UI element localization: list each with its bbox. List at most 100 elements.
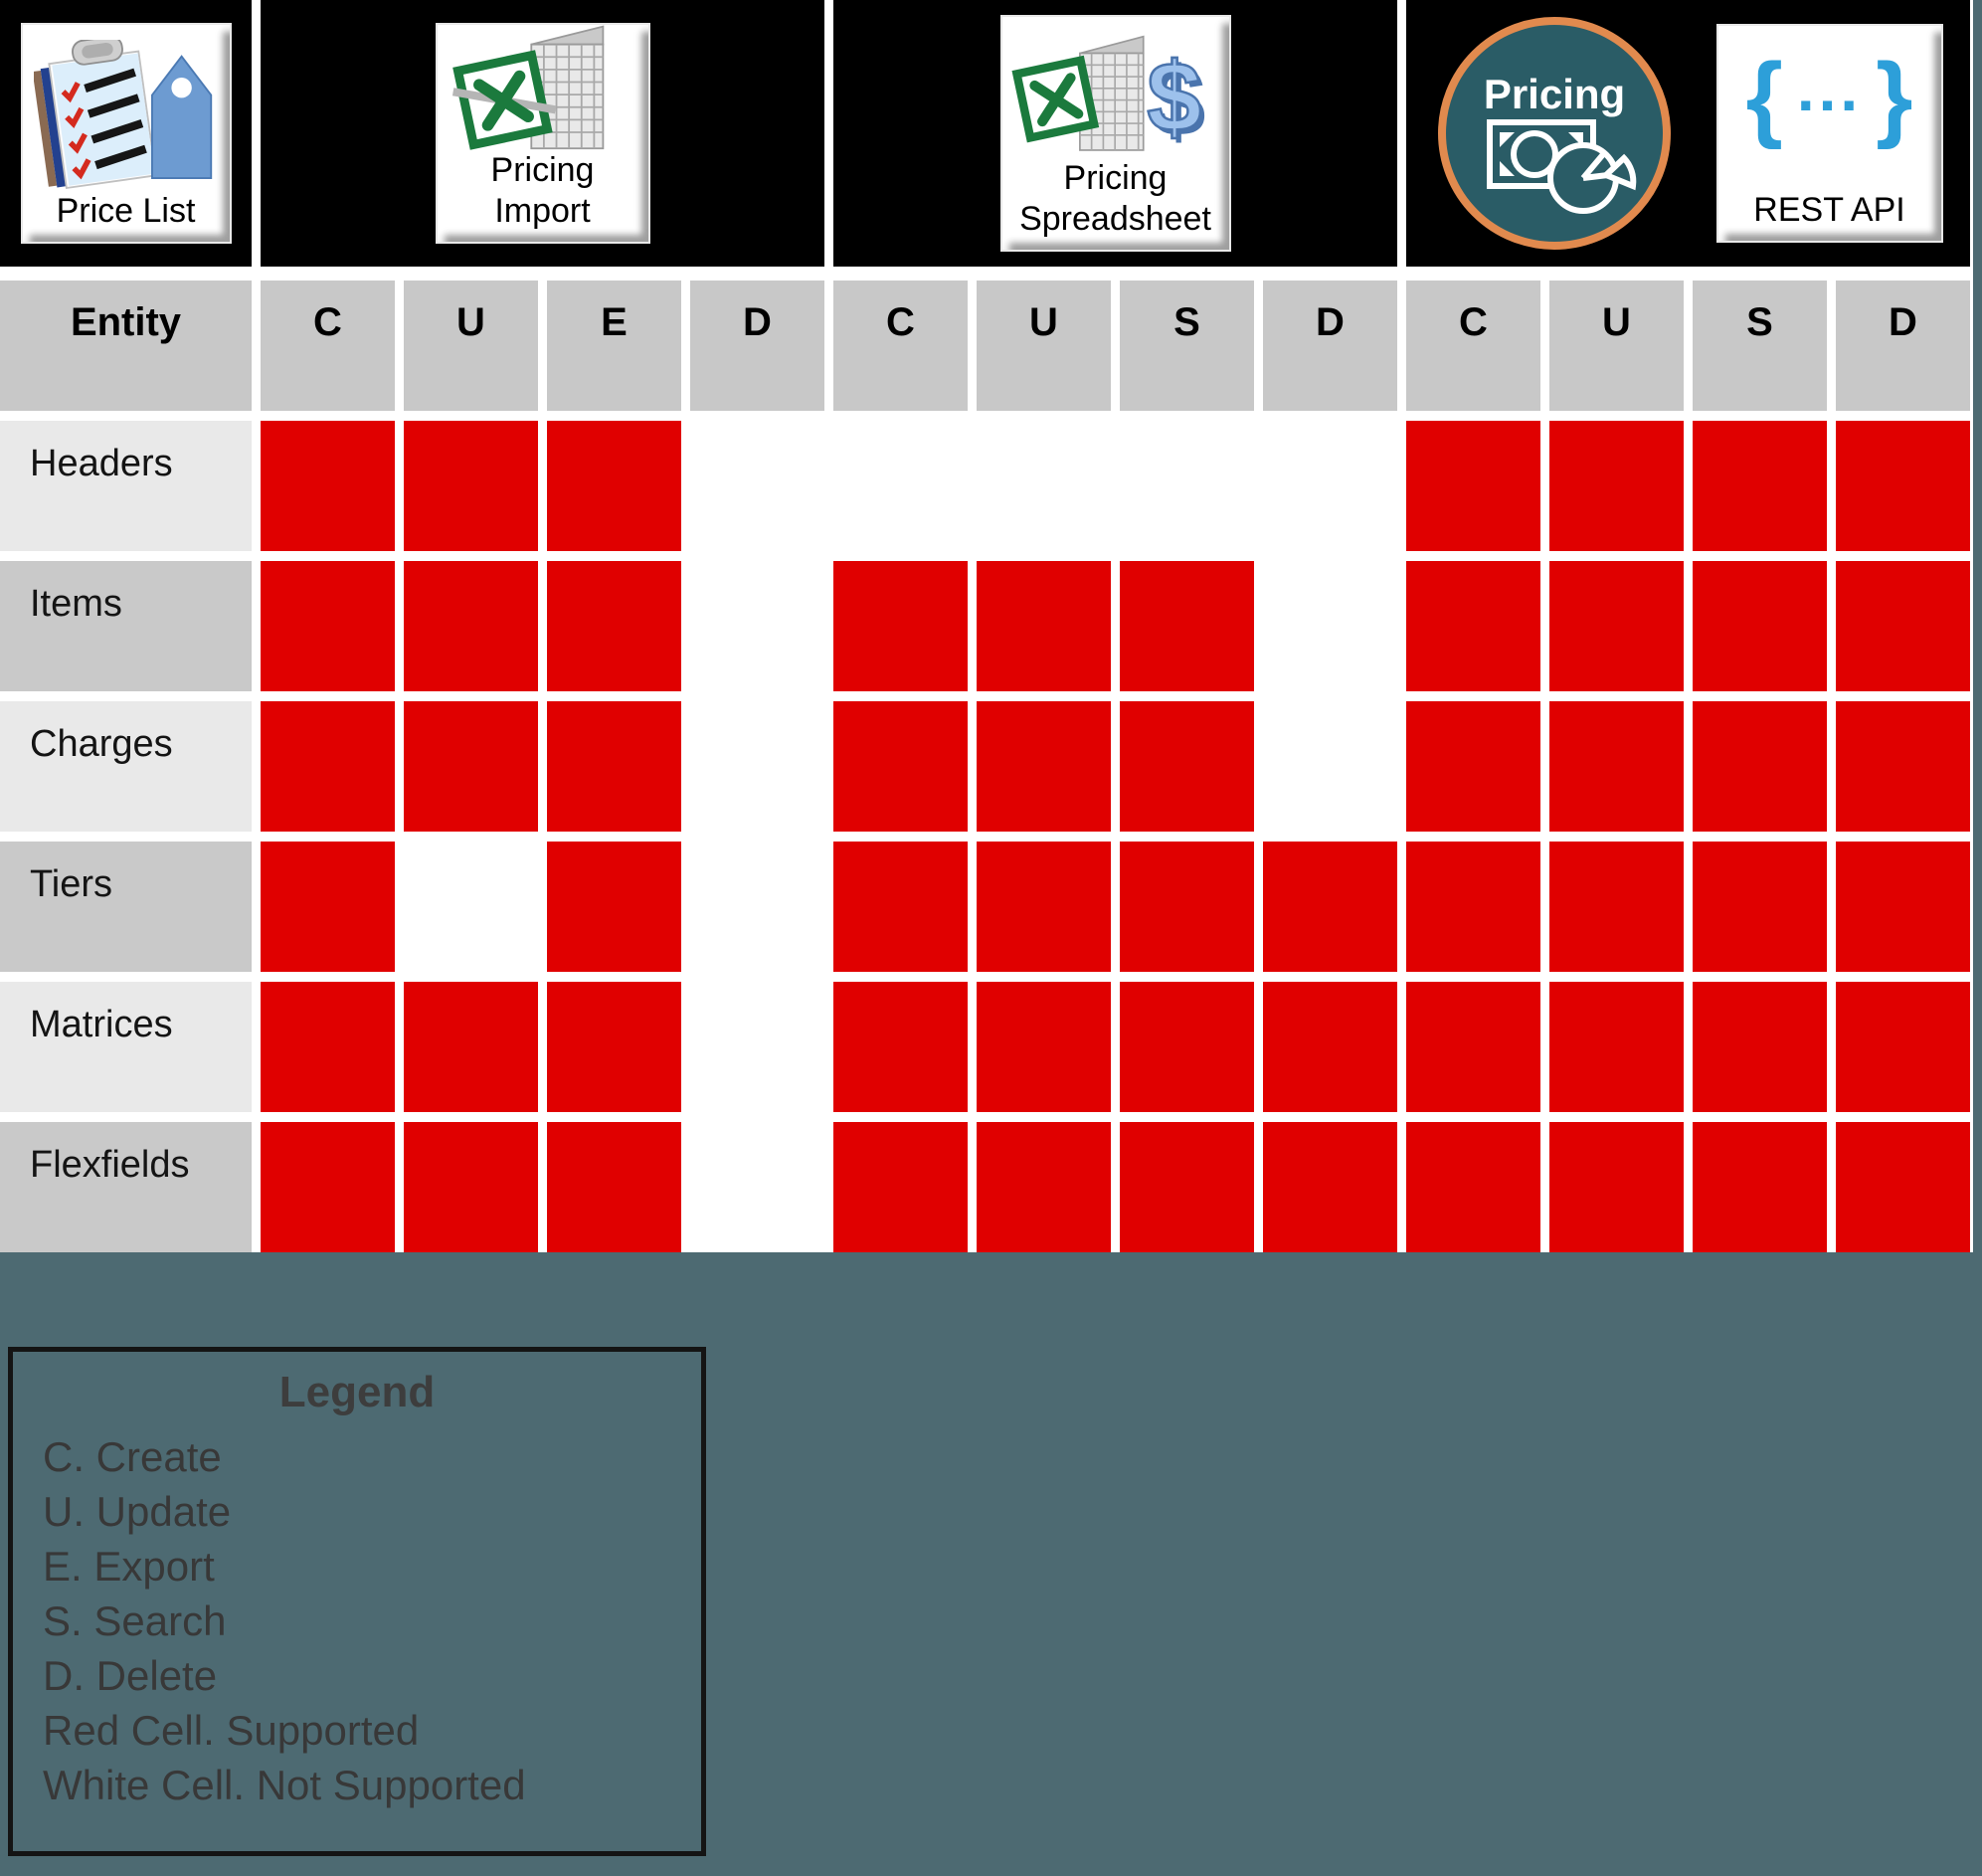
entity-row-label-charges: Charges xyxy=(0,701,252,832)
matrix-cell-tiers-7 xyxy=(1120,842,1254,972)
matrix-cell-flexfields-5 xyxy=(833,1122,968,1252)
pricing-badge[interactable]: Pricing xyxy=(1434,13,1675,254)
column-header-2: U xyxy=(404,281,538,411)
dollar-icon: $ $ xyxy=(1145,42,1205,157)
matrix-cell-flexfields-1 xyxy=(261,1122,395,1252)
matrix-cell-tiers-9 xyxy=(1406,842,1540,972)
matrix-cell-items-4 xyxy=(690,561,824,691)
legend-title: Legend xyxy=(278,1368,436,1416)
matrix-cell-flexfields-10 xyxy=(1549,1122,1684,1252)
column-header-7: S xyxy=(1120,281,1254,411)
matrix-cell-headers-8 xyxy=(1263,421,1397,551)
column-header-5: C xyxy=(833,281,968,411)
matrix-cell-matrices-10 xyxy=(1549,982,1684,1112)
column-header-8: D xyxy=(1263,281,1397,411)
price-list-icon xyxy=(33,40,212,190)
matrix-cell-matrices-3 xyxy=(547,982,681,1112)
brace-close: } xyxy=(1876,44,1913,150)
pricing-import-label-line1: Pricing xyxy=(490,151,595,190)
pricing-spreadsheet-label-line2: Spreadsheet xyxy=(1019,200,1211,239)
legend-notes: Red Cell. Supported White Cell. Not Suppo… xyxy=(13,1703,701,1812)
legend-note-1: Red Cell. Supported xyxy=(43,1707,420,1754)
pricing-import-block: Pricing Import xyxy=(261,0,824,267)
matrix-cell-flexfields-12 xyxy=(1836,1122,1970,1252)
pricing-import-button[interactable]: Pricing Import xyxy=(435,23,650,244)
matrix-cell-matrices-9 xyxy=(1406,982,1540,1112)
matrix-cell-charges-2 xyxy=(404,701,538,832)
entity-row-label-headers: Headers xyxy=(0,421,252,551)
matrix-cell-flexfields-8 xyxy=(1263,1122,1397,1252)
matrix-cell-headers-4 xyxy=(690,421,824,551)
matrix-cell-tiers-12 xyxy=(1836,842,1970,972)
matrix-cell-matrices-7 xyxy=(1120,982,1254,1112)
matrix-cell-flexfields-3 xyxy=(547,1122,681,1252)
matrix-cell-items-8 xyxy=(1263,561,1397,691)
pricing-badge-label: Pricing xyxy=(1483,71,1624,117)
matrix-cell-tiers-3 xyxy=(547,842,681,972)
matrix-cell-tiers-1 xyxy=(261,842,395,972)
matrix-cell-charges-12 xyxy=(1836,701,1970,832)
price-list-block: Price List xyxy=(0,0,252,267)
spreadsheet-grid-icon xyxy=(529,25,604,150)
pricing-spreadsheet-label: Pricing Spreadsheet xyxy=(1019,158,1211,240)
matrix-cell-charges-9 xyxy=(1406,701,1540,832)
column-header-11: S xyxy=(1693,281,1827,411)
matrix-cell-items-1 xyxy=(261,561,395,691)
matrix-cell-charges-11 xyxy=(1693,701,1827,832)
matrix-cell-items-7 xyxy=(1120,561,1254,691)
pricing-import-label-line2: Import xyxy=(494,192,591,231)
price-list-button[interactable]: Price List xyxy=(20,23,232,244)
matrix-cell-matrices-4 xyxy=(690,982,824,1112)
matrix-cell-charges-4 xyxy=(690,701,824,832)
matrix-cell-tiers-10 xyxy=(1549,842,1684,972)
column-header-1: C xyxy=(261,281,395,411)
entity-row-label-flexfields: Flexfields xyxy=(0,1122,252,1252)
pricing-badge-icon: Pricing xyxy=(1437,17,1671,250)
matrix-cell-headers-12 xyxy=(1836,421,1970,551)
matrix-cell-flexfields-11 xyxy=(1693,1122,1827,1252)
matrix-cell-matrices-11 xyxy=(1693,982,1827,1112)
pie-chart-icon xyxy=(1546,142,1636,214)
rest-api-button[interactable]: { ... } REST API xyxy=(1715,24,1943,243)
matrix-cell-headers-9 xyxy=(1406,421,1540,551)
matrix-cell-items-3 xyxy=(547,561,681,691)
legend-item-3: E. Export xyxy=(43,1543,215,1590)
matrix-cell-flexfields-9 xyxy=(1406,1122,1540,1252)
entity-row-label-tiers: Tiers xyxy=(0,842,252,972)
matrix-cell-tiers-5 xyxy=(833,842,968,972)
legend-box: Legend C. Create U. Update E. Export S. Sea… xyxy=(8,1347,706,1856)
entity-row-label-matrices: Matrices xyxy=(0,982,252,1112)
pricing-import-label: Pricing Import xyxy=(491,150,595,232)
pricing-spreadsheet-block: $ $ Pricing Spreadsheet xyxy=(833,0,1397,267)
matrix-cell-charges-10 xyxy=(1549,701,1684,832)
matrix-cell-items-6 xyxy=(977,561,1111,691)
svg-text:$: $ xyxy=(1147,43,1201,153)
entity-column-header: Entity xyxy=(0,281,252,411)
matrix-cell-headers-1 xyxy=(261,421,395,551)
legend-item-4: S. Search xyxy=(43,1597,227,1644)
rest-api-label: REST API xyxy=(1753,191,1905,230)
excel-x-logo-icon xyxy=(451,50,556,151)
pricing-spreadsheet-button[interactable]: $ $ Pricing Spreadsheet xyxy=(999,15,1231,252)
rest-api-block: Pricing xyxy=(1406,0,1970,267)
matrix-grid: Entity C U E D C U S D C U S D Headers Items Charges Ti… xyxy=(0,281,1970,1252)
column-header-4: D xyxy=(690,281,824,411)
price-tag-icon xyxy=(150,55,212,180)
column-header-12: D xyxy=(1836,281,1970,411)
matrix-cell-items-9 xyxy=(1406,561,1540,691)
legend-item-5: D. Delete xyxy=(43,1652,218,1699)
matrix-cell-matrices-8 xyxy=(1263,982,1397,1112)
column-header-10: U xyxy=(1549,281,1684,411)
column-header-6: U xyxy=(977,281,1111,411)
excel-import-icon xyxy=(451,25,604,151)
matrix-cell-headers-3 xyxy=(547,421,681,551)
excel-x-logo-icon xyxy=(1010,56,1099,143)
matrix-cell-matrices-12 xyxy=(1836,982,1970,1112)
matrix-cell-charges-1 xyxy=(261,701,395,832)
entity-row-label-items: Items xyxy=(0,561,252,691)
matrix-cell-flexfields-7 xyxy=(1120,1122,1254,1252)
legend-item-2: U. Update xyxy=(43,1488,232,1535)
brace-open: { xyxy=(1745,44,1783,150)
matrix-cell-matrices-2 xyxy=(404,982,538,1112)
